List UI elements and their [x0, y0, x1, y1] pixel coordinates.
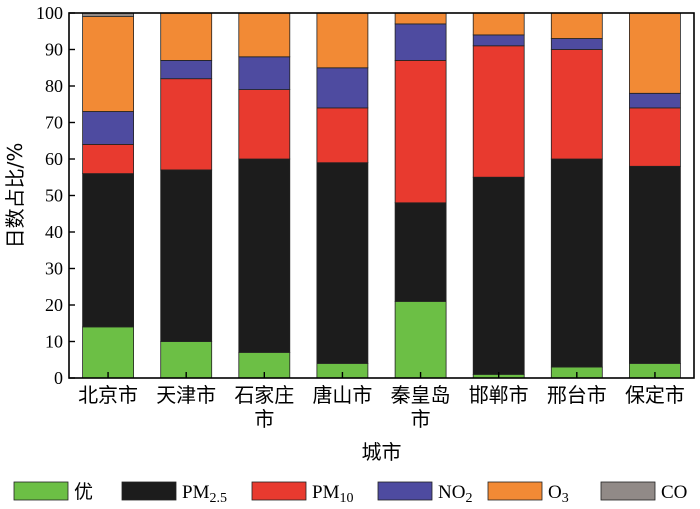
bar-segment-4-cat-5 [394, 23, 447, 61]
y-tick-label: 100 [36, 3, 63, 23]
x-tick-label: 北京市 [78, 383, 138, 407]
y-tick-label: 80 [45, 76, 63, 96]
legend-label: PM10 [312, 482, 353, 506]
legend-swatch [600, 481, 656, 501]
bar-segment-5-cat-3 [238, 12, 291, 58]
y-tick-label: 90 [45, 40, 63, 60]
bar-segment-5-cat-7 [550, 12, 603, 39]
bar-segment-3-cat-7 [550, 49, 603, 160]
bar-segment-1-cat-2 [160, 341, 213, 379]
y-tick-label: 0 [54, 368, 63, 388]
bar-segment-3-cat-6 [472, 45, 525, 178]
y-axis-title: 日数占比/% [3, 143, 27, 249]
bars-layer [82, 12, 681, 379]
legend-label: 优 [74, 481, 93, 503]
x-tick-label: 市 [411, 407, 431, 431]
bar-segment-4-cat-8 [629, 92, 681, 109]
bar-segment-2-cat-8 [629, 165, 681, 364]
legend-label: CO [661, 482, 687, 503]
bar-segment-3-cat-1 [82, 143, 134, 174]
legend-swatch [487, 481, 543, 501]
bar-segment-5-cat-5 [394, 12, 447, 25]
bar-segment-2-cat-6 [472, 176, 525, 375]
legend: 优 PM2.5 PM10 NO2 O3 CO [13, 481, 687, 506]
y-tick-label: 60 [45, 149, 63, 169]
y-tick-label: 10 [45, 332, 63, 352]
legend-label: NO2 [438, 482, 472, 506]
bar-segment-3-cat-4 [316, 107, 369, 164]
bar-segment-1-cat-1 [82, 326, 134, 379]
x-tick-label: 邢台市 [547, 383, 607, 407]
x-tick-label: 保定市 [625, 383, 685, 407]
y-tick-label: 70 [45, 113, 63, 133]
legend-swatch [377, 481, 433, 501]
legend-swatch [121, 481, 177, 501]
bar-segment-4-cat-7 [550, 38, 603, 50]
x-tick-label: 市 [254, 407, 274, 431]
y-tick-label: 50 [45, 186, 63, 206]
bar-segment-4-cat-6 [472, 34, 525, 47]
bar-segment-2-cat-7 [550, 158, 603, 368]
y-tick-label: 20 [45, 295, 63, 315]
bar-segment-3-cat-3 [238, 89, 291, 160]
legend-label: PM2.5 [182, 482, 227, 506]
legend-label: O3 [548, 482, 569, 506]
bar-segment-5-cat-6 [472, 12, 525, 36]
bar-segment-3-cat-8 [629, 107, 681, 167]
x-tick-label: 石家庄 [234, 383, 294, 407]
x-tick-label: 秦皇岛 [391, 383, 451, 407]
legend-swatch [13, 481, 69, 501]
bar-segment-1-cat-5 [394, 300, 447, 379]
bar-segment-4-cat-1 [82, 111, 134, 145]
y-tick-label: 30 [45, 259, 63, 279]
bar-segment-5-cat-1 [82, 16, 134, 112]
bar-segment-4-cat-3 [238, 56, 291, 90]
bar-segment-4-cat-2 [160, 60, 213, 80]
bar-segment-2-cat-4 [316, 162, 369, 364]
x-tick-label: 唐山市 [312, 383, 372, 407]
bar-segment-5-cat-8 [629, 12, 681, 94]
bar-segment-2-cat-2 [160, 169, 213, 342]
bar-segment-5-cat-2 [160, 12, 213, 61]
x-axis-title: 城市 [362, 440, 402, 464]
y-tick-label: 40 [45, 222, 63, 242]
x-tick-label: 天津市 [156, 383, 216, 407]
bar-segment-2-cat-1 [82, 173, 134, 328]
x-tick-label: 邯郸市 [469, 383, 529, 407]
bar-segment-4-cat-4 [316, 67, 369, 109]
bar-segment-5-cat-4 [316, 12, 369, 69]
bar-segment-2-cat-5 [394, 202, 447, 302]
legend-swatch [251, 481, 307, 501]
bar-segment-3-cat-2 [160, 78, 213, 171]
bar-segment-3-cat-5 [394, 60, 447, 204]
bar-segment-2-cat-3 [238, 158, 291, 353]
